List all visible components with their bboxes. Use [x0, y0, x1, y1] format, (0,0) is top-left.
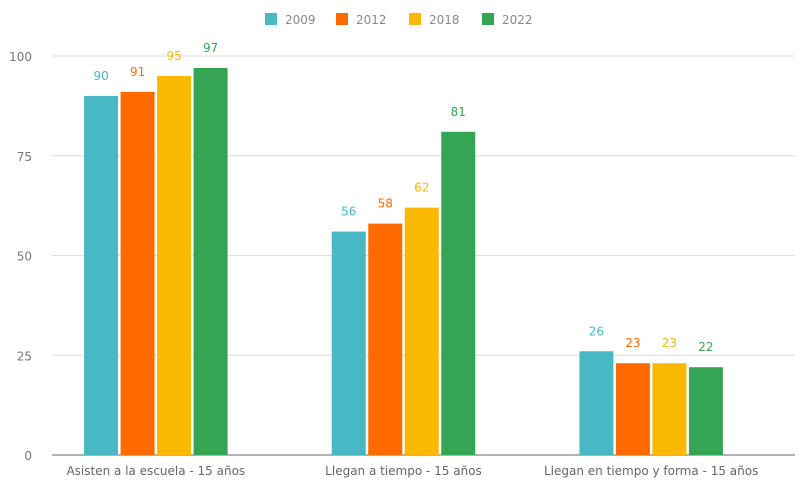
data-label: 56 — [341, 205, 356, 219]
y-axis: 0 25 50 75 100 — [9, 50, 32, 463]
y-tick-label: 0 — [24, 449, 32, 463]
data-label: 91 — [130, 65, 145, 79]
y-tick-label: 50 — [17, 250, 32, 264]
bar-2022 — [193, 67, 228, 455]
bar-2022 — [441, 131, 476, 455]
legend: 2009 2012 2018 2022 — [265, 13, 533, 27]
data-label: 23 — [625, 336, 640, 350]
data-label: 90 — [93, 69, 108, 83]
y-tick-label: 75 — [17, 150, 32, 164]
x-axis: Asisten a la escuela - 15 años Llegan a t… — [66, 464, 758, 478]
legend-label[interactable]: 2009 — [285, 13, 316, 27]
bar-2022 — [688, 367, 723, 455]
legend-swatch-2018[interactable] — [409, 13, 421, 25]
x-tick-label: Llegan en tiempo y forma - 15 años — [544, 464, 758, 478]
bar-2009 — [84, 95, 119, 456]
data-label: 23 — [662, 336, 677, 350]
bar-2009 — [331, 231, 366, 455]
y-tick-label: 25 — [17, 349, 32, 363]
bar-2009 — [579, 351, 614, 455]
bar-2018 — [157, 75, 192, 455]
legend-swatch-2009[interactable] — [265, 13, 277, 25]
data-label: 97 — [203, 41, 218, 55]
data-label: 58 — [378, 197, 393, 211]
y-tick-label: 100 — [9, 50, 32, 64]
x-tick-label: Llegan a tiempo - 15 años — [325, 464, 482, 478]
data-label: 62 — [414, 181, 429, 195]
legend-swatch-2022[interactable] — [482, 13, 494, 25]
bars — [84, 67, 723, 456]
bar-2018 — [404, 207, 439, 455]
x-tick-label: Asisten a la escuela - 15 años — [66, 464, 245, 478]
data-label: 81 — [451, 105, 466, 119]
legend-label[interactable]: 2022 — [502, 13, 533, 27]
data-labels: 90 91 95 97 56 58 62 81 26 23 23 22 — [93, 41, 713, 354]
bar-2012 — [615, 363, 650, 455]
bar-2018 — [652, 363, 687, 455]
legend-label[interactable]: 2018 — [429, 13, 460, 27]
data-label: 26 — [589, 324, 604, 338]
bar-2012 — [368, 223, 403, 455]
legend-label[interactable]: 2012 — [356, 13, 387, 27]
bar-2012 — [120, 91, 155, 455]
legend-swatch-2012[interactable] — [336, 13, 348, 25]
data-label: 95 — [166, 49, 181, 63]
data-label: 22 — [698, 340, 713, 354]
